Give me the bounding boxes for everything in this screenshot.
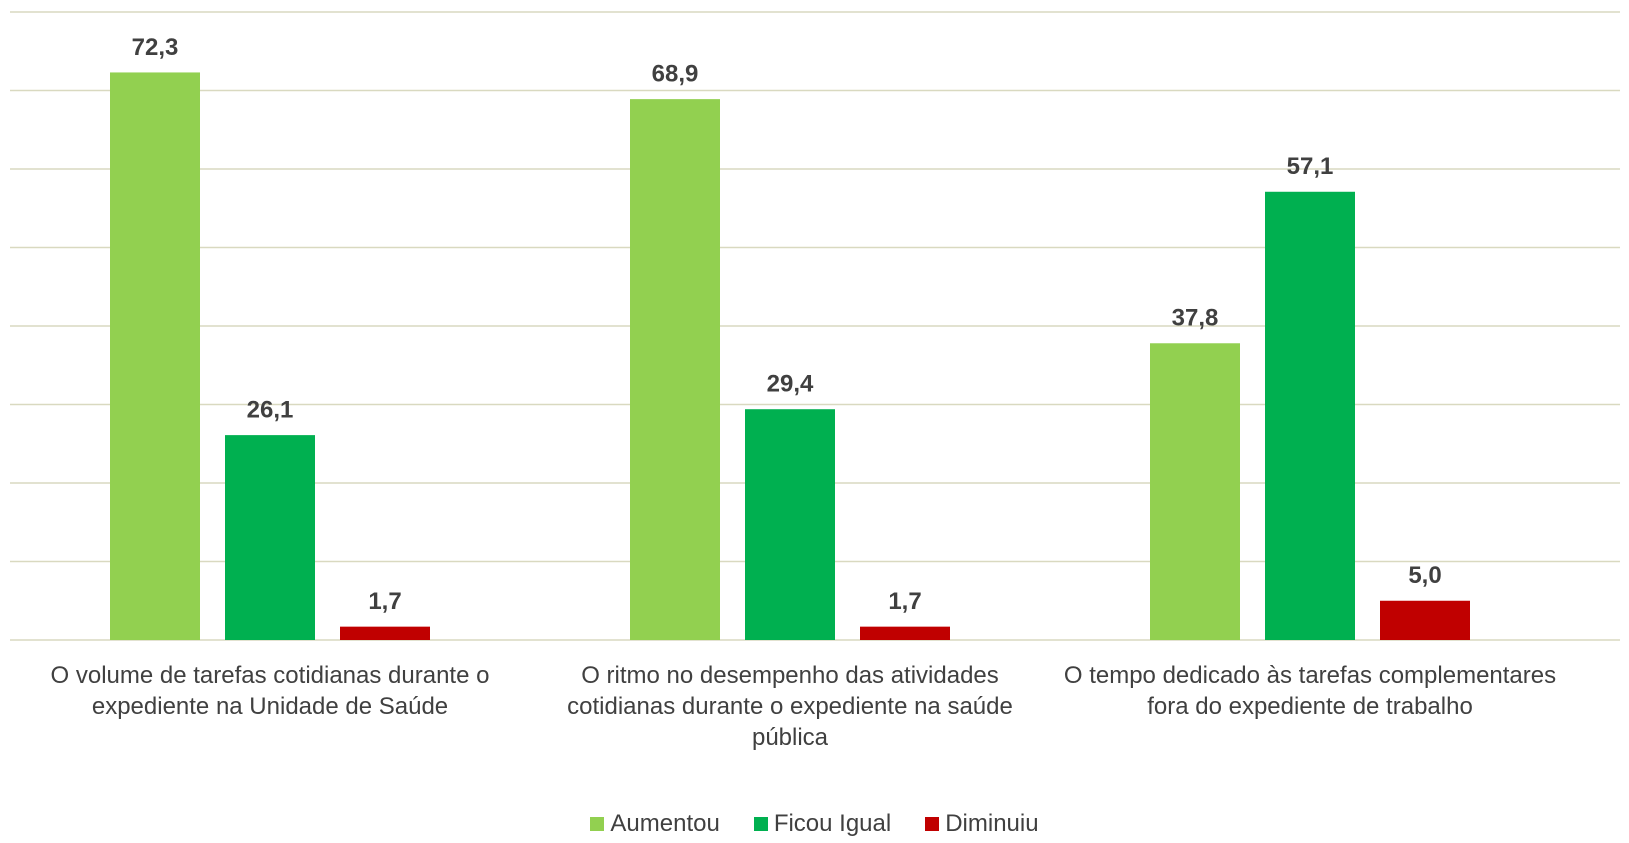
legend-item: Aumentou	[590, 810, 720, 838]
bar	[340, 626, 430, 640]
legend-item: Ficou Igual	[753, 810, 892, 838]
data-label: 37,8	[1172, 305, 1219, 332]
data-label: 1,7	[888, 588, 921, 615]
data-label: 68,9	[652, 60, 699, 87]
legend: Aumentou Ficou Igual Diminuiu	[0, 810, 1629, 838]
bar	[630, 99, 720, 640]
bar	[110, 72, 200, 640]
legend-swatch	[925, 817, 940, 831]
bar	[1380, 600, 1470, 640]
legend-swatch	[590, 817, 605, 831]
legend-label: Diminuiu	[945, 810, 1039, 837]
bar	[225, 435, 315, 640]
legend-item: Diminuiu	[925, 810, 1039, 838]
bar	[745, 409, 835, 640]
bar	[1265, 191, 1355, 640]
bar	[860, 626, 950, 640]
x-tick-label: O tempo dedicado às tarefas complementar…	[1063, 662, 1557, 720]
legend-swatch	[753, 817, 768, 831]
data-label: 1,7	[368, 588, 401, 615]
data-label: 29,4	[767, 371, 814, 398]
data-label: 57,1	[1287, 153, 1334, 180]
legend-label: Aumentou	[610, 810, 720, 837]
legend-label: Ficou Igual	[773, 810, 892, 837]
data-label: 5,0	[1408, 562, 1441, 589]
data-label: 26,1	[247, 396, 294, 423]
x-tick-label: O volume de tarefas cotidianas durante o…	[50, 662, 490, 720]
data-label: 72,3	[132, 34, 179, 61]
x-tick-label: O ritmo no desempenho das atividades cot…	[567, 662, 1013, 751]
bar	[1150, 343, 1240, 640]
